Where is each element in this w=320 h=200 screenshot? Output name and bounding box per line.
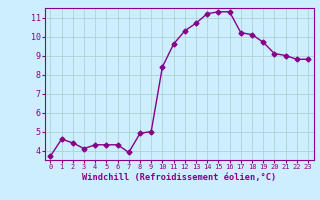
X-axis label: Windchill (Refroidissement éolien,°C): Windchill (Refroidissement éolien,°C) xyxy=(82,173,276,182)
